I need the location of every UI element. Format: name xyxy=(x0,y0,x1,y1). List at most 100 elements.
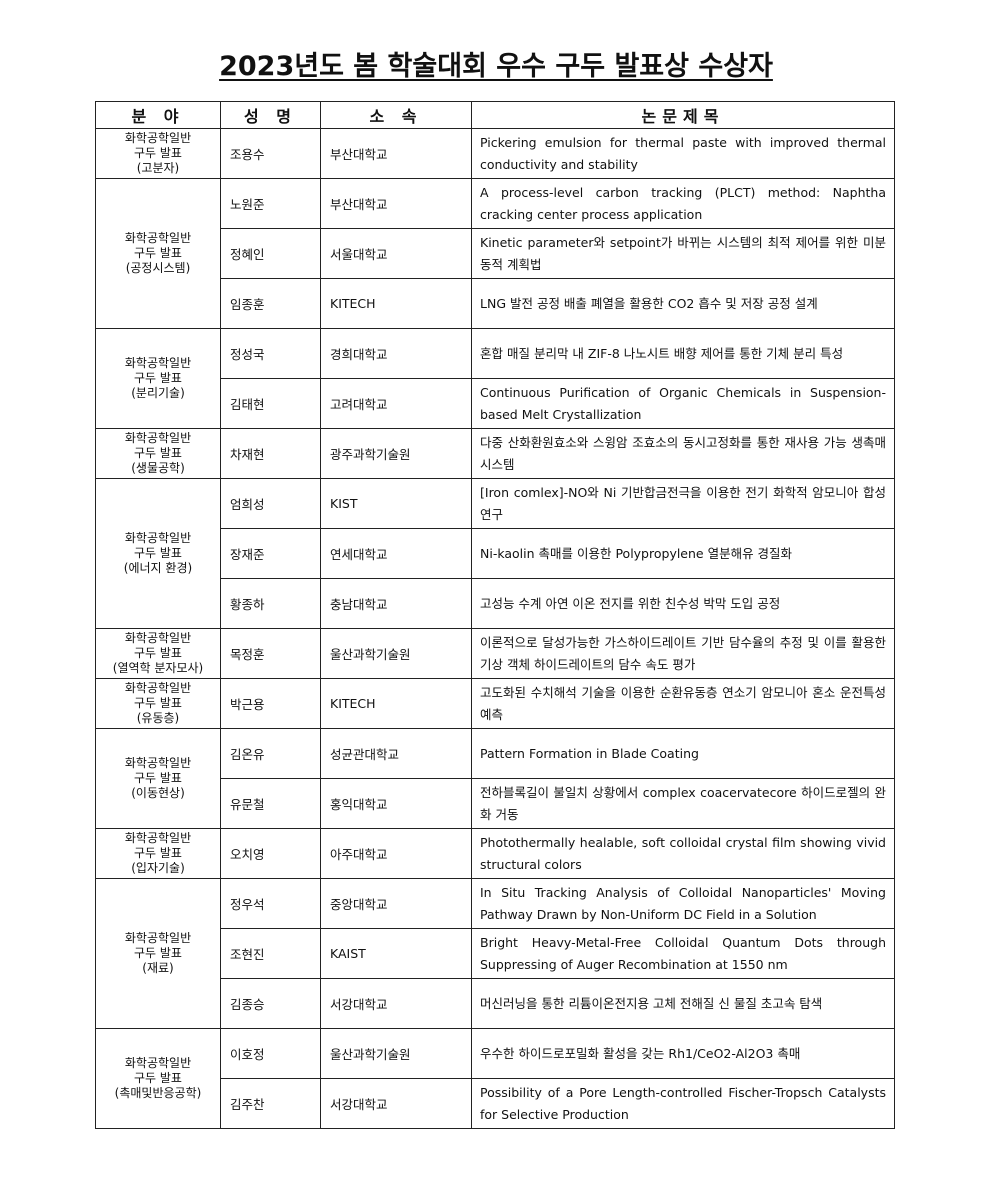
field-line: (유동층) xyxy=(136,711,180,725)
affiliation: 서울대학교 xyxy=(320,228,472,279)
paper-title: Possibility of a Pore Length-controlled … xyxy=(471,1078,895,1129)
field-line: 구두 발표 xyxy=(134,646,182,660)
column-header: 논문제목 xyxy=(471,101,895,129)
affiliation: 연세대학교 xyxy=(320,528,472,579)
paper-title: 고성능 수계 아연 이온 전지를 위한 친수성 박막 도입 공정 xyxy=(471,578,895,629)
field-line: (에너지 환경) xyxy=(123,561,193,575)
paper-title: Photothermally healable, soft colloidal … xyxy=(471,828,895,879)
field-cell: 화학공학일반 구두 발표 (유동층) xyxy=(95,678,221,729)
table-row: 정혜인 서울대학교 Kinetic parameter와 setpoint가 바뀌는… xyxy=(96,228,895,279)
field-line: (재료) xyxy=(142,961,174,975)
paper-title: Bright Heavy-Metal-Free Colloidal Quantu… xyxy=(471,928,895,979)
field-line: 구두 발표 xyxy=(134,696,182,710)
field-line: 화학공학일반 xyxy=(124,431,192,445)
paper-title: 우수한 하이드로포밀화 활성을 갖는 Rh1/CeO2-Al2O3 촉매 xyxy=(471,1028,895,1079)
person-name: 황종하 xyxy=(220,578,321,629)
field-line: 구두 발표 xyxy=(134,1071,182,1085)
field-line: 구두 발표 xyxy=(134,771,182,785)
table-row: 화학공학일반 구두 발표 (에너지 환경) 엄희성 KIST [Iron comlex]-… xyxy=(95,478,895,629)
table-row: 화학공학일반 구두 발표 (재료) 정우석 중앙대학교 In Situ Tracking … xyxy=(95,878,895,1029)
table-row: 김주찬 서강대학교 Possibility of a Pore Length-con… xyxy=(96,1078,895,1129)
person-name: 김종승 xyxy=(220,978,321,1029)
field-line: (생물공학) xyxy=(131,461,185,475)
affiliation: KAIST xyxy=(320,928,472,979)
person-name: 유문철 xyxy=(220,778,321,829)
paper-title: [Iron comlex]-NO와 Ni 기반합금전극을 이용한 전기 화학적 … xyxy=(471,478,895,529)
table-row: 화학공학일반 구두 발표 (분리기술) 정성국 경희대학교 혼합 매질 분리막 내 ZIF… xyxy=(95,328,895,429)
paper-title: 머신러닝을 통한 리튬이온전지용 고체 전해질 신 물질 초고속 탐색 xyxy=(471,978,895,1029)
field-line: 구두 발표 xyxy=(134,146,182,160)
paper-title: 고도화된 수치해석 기술을 이용한 순환유동층 연소기 암모니아 혼소 운전특성… xyxy=(471,678,895,729)
paper-title: A process-level carbon tracking (PLCT) m… xyxy=(471,178,895,229)
table-row: 임종훈 KITECH LNG 발전 공정 배출 폐열을 활용한 CO2 흡수 및 저… xyxy=(96,278,895,329)
affiliation: KITECH xyxy=(320,678,472,729)
table-row: 화학공학일반 구두 발표 (유동층) 박근용 KITECH 고도화된 수치해석 기술을 이… xyxy=(95,678,895,729)
person-name: 정혜인 xyxy=(220,228,321,279)
field-line: (입자기술) xyxy=(131,861,185,875)
field-line: 구두 발표 xyxy=(134,371,182,385)
field-cell: 화학공학일반 구두 발표 (촉매및반응공학) xyxy=(95,1028,221,1129)
paper-title: LNG 발전 공정 배출 폐열을 활용한 CO2 흡수 및 저장 공정 설계 xyxy=(471,278,895,329)
affiliation: 울산과학기술원 xyxy=(320,1028,472,1079)
table-row: 화학공학일반 구두 발표 (촉매및반응공학) 이호정 울산과학기술원 우수한 하이드로포밀… xyxy=(95,1028,895,1129)
field-line: 화학공학일반 xyxy=(124,631,192,645)
paper-title: Ni-kaolin 촉매를 이용한 Polypropylene 열분해유 경질화 xyxy=(471,528,895,579)
field-line: 구두 발표 xyxy=(134,446,182,460)
paper-title: 혼합 매질 분리막 내 ZIF-8 나노시트 배향 제어를 통한 기체 분리 특… xyxy=(471,328,895,379)
paper-title: Kinetic parameter와 setpoint가 바뀌는 시스템의 최적… xyxy=(471,228,895,279)
affiliation: 중앙대학교 xyxy=(320,878,472,929)
person-name: 정성국 xyxy=(220,328,321,379)
affiliation: 울산과학기술원 xyxy=(320,628,472,679)
person-name: 임종훈 xyxy=(220,278,321,329)
affiliation: 고려대학교 xyxy=(320,378,472,429)
person-name: 김온유 xyxy=(220,728,321,779)
column-header: 분 야 xyxy=(95,101,221,129)
paper-title: 다중 산화환원효소와 스윙암 조효소의 동시고정화를 통한 재사용 가능 생촉매… xyxy=(471,428,895,479)
field-line: (열역학 분자모사) xyxy=(112,661,204,675)
paper-title: In Situ Tracking Analysis of Colloidal N… xyxy=(471,878,895,929)
table-row: 화학공학일반 구두 발표 (이동현상) 김온유 성균관대학교 Pattern Format… xyxy=(95,728,895,829)
field-line: 화학공학일반 xyxy=(124,756,192,770)
paper-title: 이론적으로 달성가능한 가스하이드레이트 기반 담수율의 추정 및 이를 활용한… xyxy=(471,628,895,679)
person-name: 박근용 xyxy=(220,678,321,729)
paper-title: Continuous Purification of Organic Chemi… xyxy=(471,378,895,429)
table-row: 화학공학일반 구두 발표 (열역학 분자모사) 목정훈 울산과학기술원 이론적으로 달성가… xyxy=(95,628,895,679)
affiliation: 경희대학교 xyxy=(320,328,472,379)
affiliation: 부산대학교 xyxy=(320,178,472,229)
person-name: 김주찬 xyxy=(220,1078,321,1129)
paper-title: 전하블록길이 불일치 상황에서 complex coacervatecore 하… xyxy=(471,778,895,829)
column-header: 성 명 xyxy=(220,101,321,129)
field-line: 화학공학일반 xyxy=(124,681,192,695)
paper-title: Pattern Formation in Blade Coating xyxy=(471,728,895,779)
table-row: 화학공학일반 구두 발표 (입자기술) 오치영 아주대학교 Photothermally … xyxy=(95,828,895,879)
person-name: 차재현 xyxy=(220,428,321,479)
field-cell: 화학공학일반 구두 발표 (에너지 환경) xyxy=(95,478,221,629)
affiliation: 서강대학교 xyxy=(320,1078,472,1129)
field-cell: 화학공학일반 구두 발표 (이동현상) xyxy=(95,728,221,829)
field-line: 구두 발표 xyxy=(134,246,182,260)
affiliation: KIST xyxy=(320,478,472,529)
person-name: 김태현 xyxy=(220,378,321,429)
table-row: 김종승 서강대학교 머신러닝을 통한 리튬이온전지용 고체 전해질 신 물질 초고속… xyxy=(96,978,895,1029)
field-line: 화학공학일반 xyxy=(124,356,192,370)
field-line: (공정시스템) xyxy=(125,261,191,275)
document-title: 2023년도 봄 학술대회 우수 구두 발표상 수상자 xyxy=(219,51,773,82)
person-name: 조용수 xyxy=(220,128,321,179)
table-row: 황종하 충남대학교 고성능 수계 아연 이온 전지를 위한 친수성 박막 도입 공정 xyxy=(96,578,895,629)
affiliation: 충남대학교 xyxy=(320,578,472,629)
person-name: 엄희성 xyxy=(220,478,321,529)
person-name: 장재준 xyxy=(220,528,321,579)
affiliation: 성균관대학교 xyxy=(320,728,472,779)
table-row: 화학공학일반 구두 발표 (고분자) 조용수 부산대학교 Pickering emulsi… xyxy=(95,128,895,179)
field-line: 화학공학일반 xyxy=(124,831,192,845)
field-cell: 화학공학일반 구두 발표 (재료) xyxy=(95,878,221,1029)
table-body: 화학공학일반 구두 발표 (고분자) 조용수 부산대학교 Pickering emulsi… xyxy=(95,128,895,1129)
paper-title: Pickering emulsion for thermal paste wit… xyxy=(471,128,895,179)
field-line: 화학공학일반 xyxy=(124,931,192,945)
field-line: 화학공학일반 xyxy=(124,1056,192,1070)
field-line: 화학공학일반 xyxy=(124,231,192,245)
person-name: 정우석 xyxy=(220,878,321,929)
